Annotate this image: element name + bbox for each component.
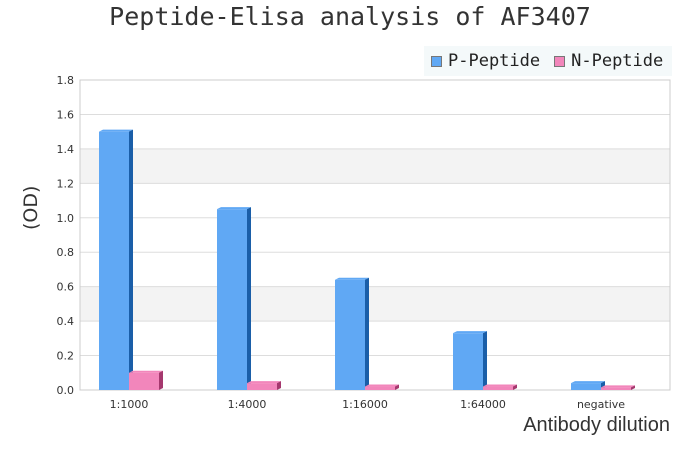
bar-side [365,277,369,390]
y-tick-label: 1.6 [57,108,75,121]
x-axis-label: Antibody dilution [523,414,670,436]
bar-p-peptide-2 [335,279,365,390]
y-tick-label: 0.4 [57,315,75,328]
bar-side [513,384,517,390]
x-tick-label: 1:1000 [110,398,149,411]
y-tick-label: 0.6 [57,281,75,294]
legend-label-n: N-Peptide [571,51,664,71]
x-tick-label: 1:16000 [342,398,388,411]
y-tick-label: 1.4 [57,143,75,156]
y-tick-label: 1.2 [57,177,75,190]
bar-p-peptide-1 [217,209,247,390]
bar-n-peptide-2 [365,386,395,390]
grid-band [80,80,670,115]
grid-band [80,217,670,253]
legend-swatch-n [554,55,566,67]
grid-band [80,286,670,322]
y-tick-label: 0.2 [57,350,75,363]
y-tick-label: 0.8 [57,246,75,259]
bar-side [129,129,133,390]
x-tick-label: negative [577,398,625,411]
grid-band [80,148,670,184]
legend: P-Peptide N-Peptide [424,46,672,76]
legend-swatch-p [431,55,442,67]
legend-label-p: P-Peptide [448,51,541,71]
bar-n-peptide-4 [601,387,631,390]
bar-p-peptide-4 [571,383,601,390]
bar-side [483,331,487,390]
chart-title: Peptide-Elisa analysis of AF3407 [109,2,591,31]
bar-side [159,370,163,390]
y-tick-label: 0.0 [57,384,75,397]
bar-top [483,384,517,387]
bar-top [571,381,605,384]
bar-top [247,381,281,384]
bar-top [99,129,133,132]
bar-top [601,385,635,388]
x-tick-label: 1:64000 [460,398,506,411]
bar-side [631,385,635,390]
bar-n-peptide-0 [129,372,159,390]
bar-n-peptide-1 [247,383,277,390]
bar-top [335,277,369,280]
bar-top [365,384,399,387]
bar-n-peptide-3 [483,386,513,390]
bar-p-peptide-3 [453,333,483,390]
bar-side [277,381,281,390]
y-tick-label: 1.8 [57,74,75,87]
bar-side [395,384,399,390]
y-tick-label: 1.0 [57,212,75,225]
bar-top [217,207,251,210]
bar-top [129,370,163,373]
bar-top [453,331,487,334]
x-tick-label: 1:4000 [228,398,267,411]
bar-p-peptide-0 [99,131,129,390]
bar-side [247,207,251,390]
